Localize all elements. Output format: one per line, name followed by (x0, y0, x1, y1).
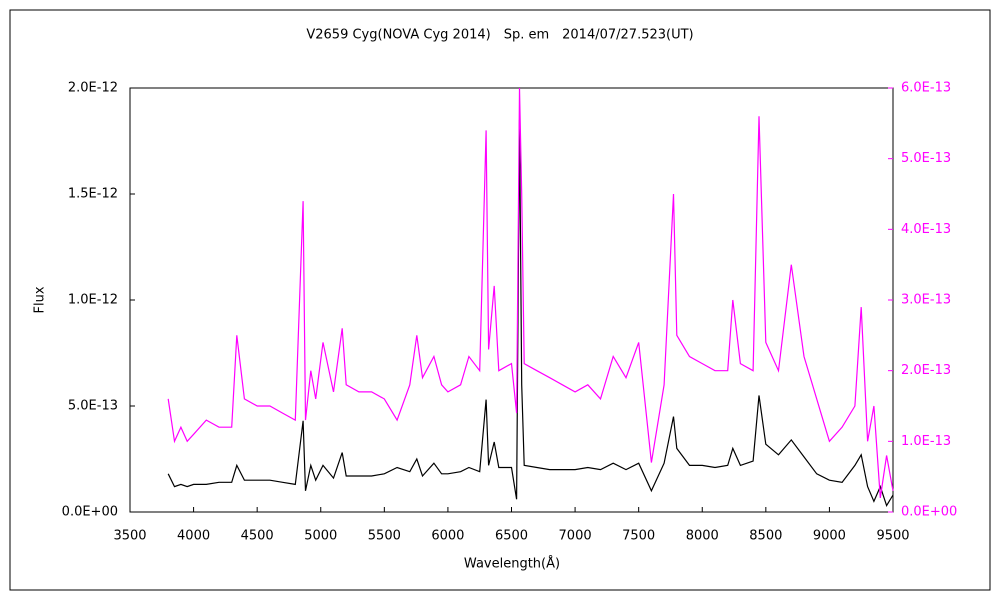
x-tick-label: 8000 (686, 529, 719, 544)
x-tick-label: 4500 (241, 529, 274, 544)
y2-tick-label: 2.0E-13 (901, 363, 951, 378)
x-tick-label: 3500 (113, 529, 146, 544)
x-axis-label: Wavelength(Å) (464, 556, 560, 572)
x-tick-label: 5500 (368, 529, 401, 544)
x-tick-label: 9500 (876, 529, 909, 544)
x-tick-label: 6500 (495, 529, 528, 544)
chart-title: V2659 Cyg(NOVA Cyg 2014) Sp. em 2014/07/… (306, 28, 693, 43)
series-line (167, 119, 894, 508)
y2-tick-label: 0.0E+00 (901, 505, 957, 520)
x-tick-label: 5000 (304, 529, 337, 544)
y-tick-label: 2.0E-12 (68, 81, 118, 96)
y2-tick-label: 6.0E-13 (901, 81, 951, 96)
x-tick-label: 7500 (622, 529, 655, 544)
x-tick-label: 7000 (559, 529, 592, 544)
x-tick-label: 4000 (177, 529, 210, 544)
y2-tick-label: 3.0E-13 (901, 293, 951, 308)
y2-tick-label: 1.0E-13 (901, 434, 951, 449)
series-line (167, 87, 894, 498)
x-tick-label: 6000 (431, 529, 464, 544)
y2-tick-label: 5.0E-13 (901, 151, 951, 166)
y-tick-label: 1.5E-12 (68, 187, 118, 202)
x-tick-label: 9000 (813, 529, 846, 544)
y-tick-label: 0.0E+00 (62, 505, 118, 520)
y-tick-label: 1.0E-12 (68, 293, 118, 308)
x-tick-label: 8500 (749, 529, 782, 544)
y-tick-label: 5.0E-13 (68, 399, 118, 414)
y2-tick-label: 4.0E-13 (901, 222, 951, 237)
frame (9, 9, 991, 591)
y-axis-label: Flux (33, 286, 48, 313)
